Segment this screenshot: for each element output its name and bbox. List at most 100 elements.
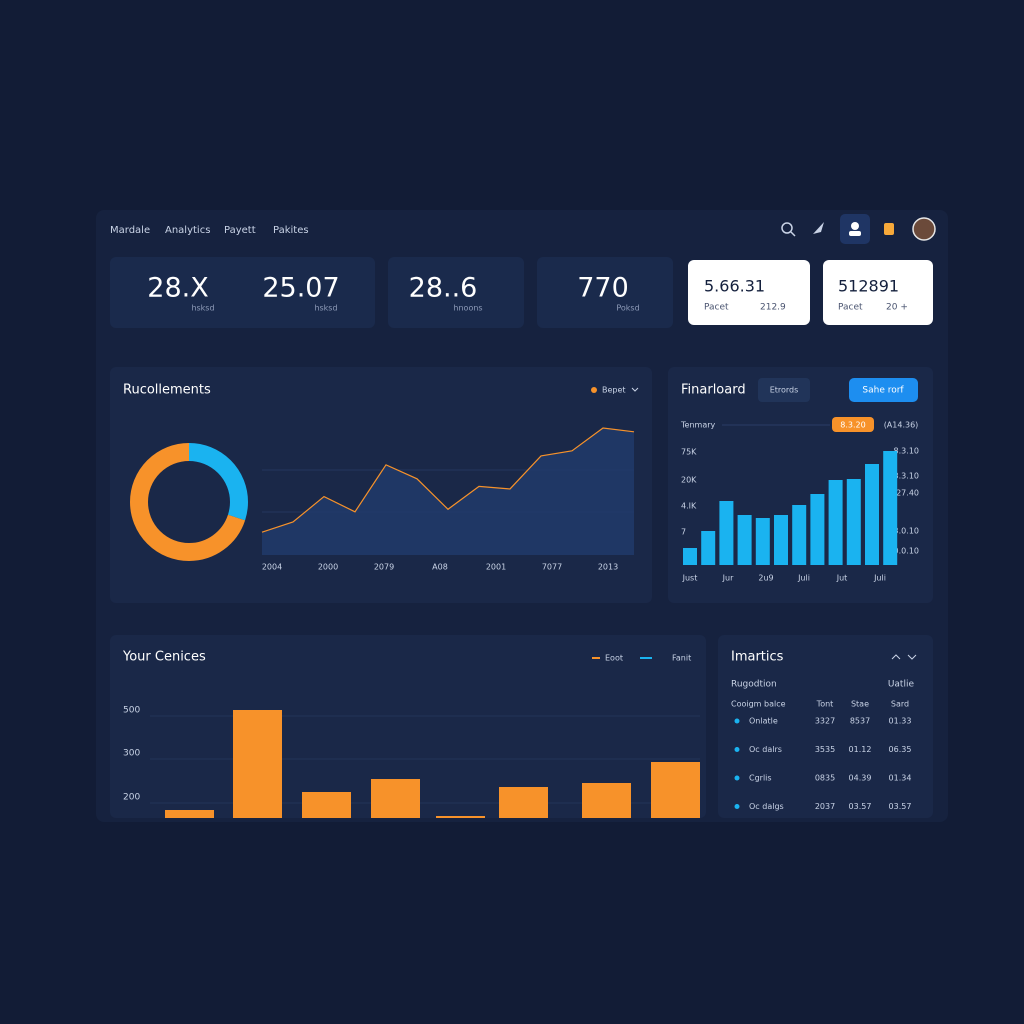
kpi-card (110, 257, 375, 328)
badge (832, 417, 874, 432)
table-cell: 0835 (815, 774, 835, 783)
nav-item: Pakites (273, 225, 309, 236)
chevrons[interactable] (891, 654, 917, 660)
send-icon[interactable] (813, 222, 824, 234)
bar (582, 783, 631, 818)
panel-title: Rucollements (123, 383, 211, 398)
kpi-value: 28..6 (409, 273, 478, 304)
metrics-panel (718, 635, 933, 818)
kpi-card (537, 257, 673, 328)
y-label: 4.IK (681, 502, 697, 511)
bar (436, 816, 485, 818)
y-label: 27.40 (896, 489, 919, 498)
table-cell: Onlatle (749, 717, 778, 726)
y-label: 75K (681, 448, 697, 457)
bar (165, 810, 214, 818)
x-label: 2004 (262, 563, 282, 572)
kpi-label: hnoons (453, 304, 482, 313)
table-cell: 01.33 (889, 717, 912, 726)
bar (846, 479, 861, 565)
nav-item: Payett (224, 225, 256, 236)
chevron[interactable] (631, 387, 639, 392)
panel-title: Imartics (731, 650, 784, 665)
row-label: Tenmary (680, 421, 716, 430)
row-dot (734, 775, 740, 781)
badge-label: 8.3.20 (840, 421, 865, 430)
legend-label: Bepet (602, 386, 626, 395)
table-cell: 3327 (815, 717, 835, 726)
area-line (261, 427, 635, 533)
table-cell: 06.35 (889, 745, 912, 754)
bar (810, 494, 825, 565)
table-cell: 8537 (850, 717, 870, 726)
search-icon-handle (790, 231, 796, 237)
kpi-value: 28.X (147, 273, 208, 304)
bar (683, 548, 697, 565)
bar (755, 518, 770, 565)
table-cell: 2037 (815, 802, 835, 811)
x-label: 7077 (542, 563, 562, 572)
button-label: Sahe rorf (862, 386, 904, 396)
column-header: Tont (816, 700, 834, 709)
tab-label: Etrords (770, 386, 799, 395)
highlight-change: 20 + (886, 303, 908, 313)
x-label: 2000 (318, 563, 338, 572)
legend-label: Eoot (605, 654, 623, 663)
highlight-label: Pacet (838, 303, 863, 313)
area-fill (262, 428, 634, 555)
x-label: Jut (836, 574, 848, 583)
highlight-card (823, 260, 933, 325)
column-header: Cooigm balce (731, 700, 786, 709)
table-cell: Oc dalgs (749, 802, 784, 811)
panel-title: Your Cenices (122, 650, 206, 665)
bar (883, 451, 898, 565)
column-header: Sard (891, 700, 909, 709)
bar (499, 787, 548, 818)
table-cell: 03.57 (849, 802, 872, 811)
bar (651, 762, 700, 818)
row-dot (734, 804, 740, 809)
bar (719, 501, 734, 565)
y-label: 200 (123, 793, 140, 803)
legend-dot (591, 387, 597, 393)
search-icon[interactable] (781, 222, 793, 234)
x-label: Juli (873, 574, 886, 583)
bar (701, 531, 716, 565)
x-label: 2079 (374, 563, 394, 572)
bar (865, 464, 879, 565)
nav-item: Analytics (165, 225, 210, 236)
x-label: A08 (432, 563, 448, 572)
kpi-label: hsksd (191, 304, 214, 313)
highlight-value: 5.66.31 (704, 277, 765, 296)
bar (371, 779, 420, 818)
table-cell: Oc dalrs (749, 745, 782, 754)
highlight-change: 212.9 (760, 303, 786, 313)
bar (774, 515, 788, 565)
y-label: 20K (681, 476, 697, 485)
table-cell: 3535 (815, 745, 835, 754)
column-header: Stae (851, 700, 869, 709)
table-cell: 04.39 (849, 774, 872, 783)
bar (792, 505, 807, 565)
kpi-value: 770 (577, 273, 629, 304)
primary-button[interactable] (849, 378, 918, 402)
x-label: 2013 (598, 563, 618, 572)
panel-title: Finarloard (681, 383, 746, 398)
tab[interactable] (758, 378, 810, 402)
highlight-value: 512891 (838, 277, 899, 296)
notification-icon[interactable] (884, 223, 894, 235)
highlight-card (688, 260, 810, 325)
badge-note: (A14.36) (884, 421, 919, 430)
x-label: Jur (722, 574, 734, 583)
avatar[interactable] (912, 217, 936, 241)
kpi-value: 25.07 (262, 273, 339, 304)
highlight-label: Pacet (704, 303, 729, 313)
y-label: 3.0.10 (894, 527, 919, 536)
y-label: 8.3.10 (894, 447, 919, 456)
table-cell: 03.57 (889, 802, 912, 811)
kpi-card (388, 257, 524, 328)
y-label: 300 (123, 749, 140, 759)
table-cell: 01.12 (849, 745, 872, 754)
